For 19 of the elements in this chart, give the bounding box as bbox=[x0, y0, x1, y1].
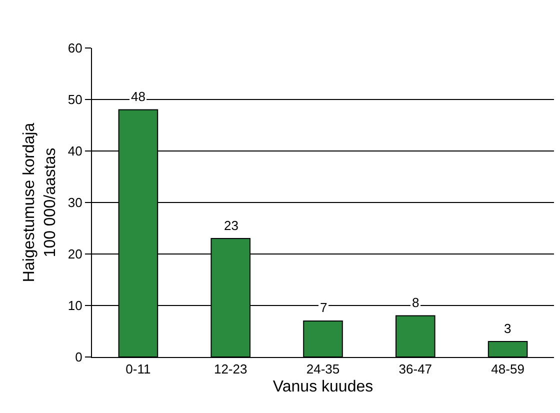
y-tick-label: 40 bbox=[68, 144, 82, 159]
data-label: 23 bbox=[224, 218, 238, 233]
data-label: 3 bbox=[504, 321, 512, 336]
y-tick-label: 50 bbox=[68, 92, 82, 108]
y-tick-label: 10 bbox=[68, 298, 82, 314]
data-label: 48 bbox=[131, 89, 146, 104]
y-tick-label: 60 bbox=[68, 40, 82, 56]
y-axis-title: Haigestumuse kordaja 100 000/aastas bbox=[21, 122, 59, 282]
y-tick-label: 0 bbox=[75, 350, 82, 365]
data-label: 7 bbox=[320, 300, 328, 315]
x-tick-label: 36-47 bbox=[398, 362, 432, 377]
y-tick-label: 20 bbox=[68, 246, 82, 262]
x-tick-label: 24-35 bbox=[306, 362, 340, 377]
x-axis-title: Vanus kuudes bbox=[272, 378, 374, 396]
x-tick-label: 12-23 bbox=[214, 362, 248, 377]
y-tick-label: 30 bbox=[68, 195, 82, 210]
x-tick-label: 0-11 bbox=[126, 362, 151, 377]
x-tick-label: 48-59 bbox=[491, 362, 524, 377]
data-label: 8 bbox=[412, 295, 420, 310]
